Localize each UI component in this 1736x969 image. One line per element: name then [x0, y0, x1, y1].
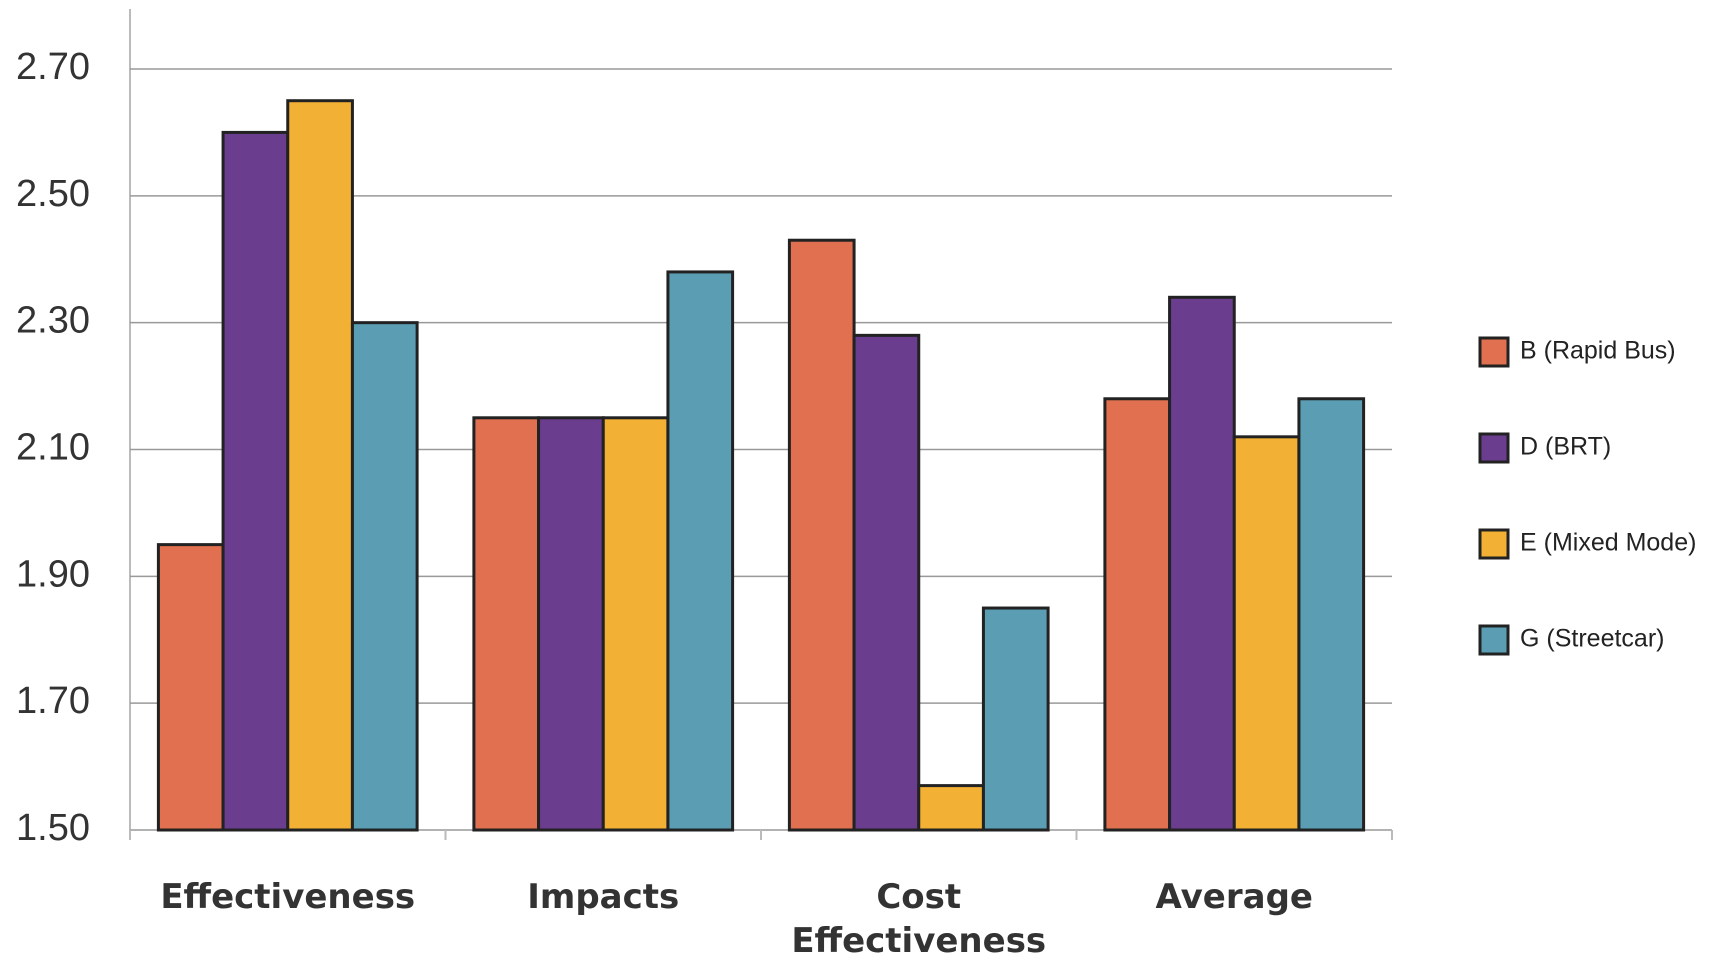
bar: [221, 130, 290, 832]
x-tick-label: Impacts: [527, 877, 680, 917]
legend-label: B (Rapid Bus): [1520, 337, 1676, 365]
legend-label: D (BRT): [1520, 433, 1611, 461]
legend-label: G (Streetcar): [1520, 625, 1664, 653]
y-tick-label: 1.90: [16, 553, 90, 595]
y-tick-label: 1.70: [16, 680, 90, 722]
bar: [156, 543, 225, 832]
bar: [472, 416, 541, 832]
bar: [601, 416, 670, 832]
bar: [537, 416, 605, 832]
x-tick-label: Average: [1155, 877, 1313, 917]
bar: [852, 333, 921, 832]
x-tick-label: Cost Effectiveness: [791, 877, 1047, 962]
x-tick-label: Effectiveness: [160, 877, 416, 917]
y-tick-label: 2.70: [16, 46, 90, 88]
legend-swatch: [1478, 528, 1510, 560]
y-tick-label: 2.10: [16, 427, 90, 469]
legend-swatch: [1478, 336, 1510, 368]
bar: [1168, 295, 1236, 832]
bar: [350, 321, 419, 832]
bar: [917, 784, 985, 832]
y-tick-label: 2.50: [16, 173, 90, 215]
bar: [286, 99, 354, 832]
legend-swatch: [1478, 432, 1510, 464]
legend-swatch: [1478, 624, 1510, 656]
bar: [666, 270, 735, 832]
bar: [787, 238, 856, 832]
bar: [1297, 397, 1366, 832]
y-tick-label: 2.30: [16, 300, 90, 342]
bar: [1232, 435, 1301, 832]
legend-label: E (Mixed Mode): [1520, 529, 1696, 557]
bar: [1103, 397, 1172, 832]
bar: [981, 606, 1050, 832]
y-tick-label: 1.50: [16, 807, 90, 849]
